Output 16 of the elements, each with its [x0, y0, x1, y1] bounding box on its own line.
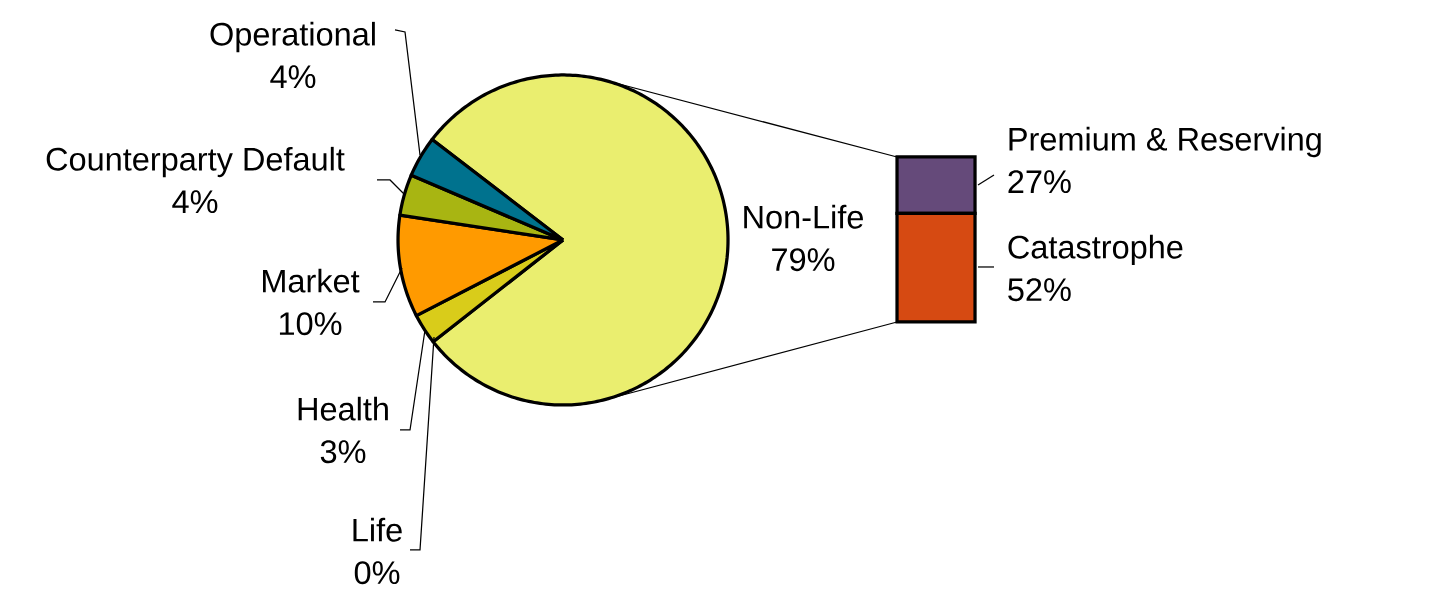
- series-label: Catastrophe: [1008, 234, 1183, 266]
- slice-label: Operational: [210, 21, 375, 53]
- data-label: 79%: [772, 248, 835, 272]
- slice-label: Health: [298, 396, 388, 421]
- data-label: 52%: [1008, 278, 1071, 302]
- category-label: Life: [353, 517, 402, 542]
- text: 0%: [354, 561, 400, 585]
- data-label: 4%: [172, 190, 218, 214]
- data-label: 4%: [270, 65, 316, 89]
- slice-label: Market: [263, 268, 360, 293]
- slice-label: Non-Life: [744, 204, 863, 229]
- data-label: 10%: [279, 312, 342, 336]
- data-label: 27%: [1008, 170, 1071, 194]
- series-label: Premium & Reserving: [1009, 126, 1321, 158]
- data-label: 3%: [320, 440, 366, 464]
- slice-label: Counterparty Default: [46, 146, 345, 178]
